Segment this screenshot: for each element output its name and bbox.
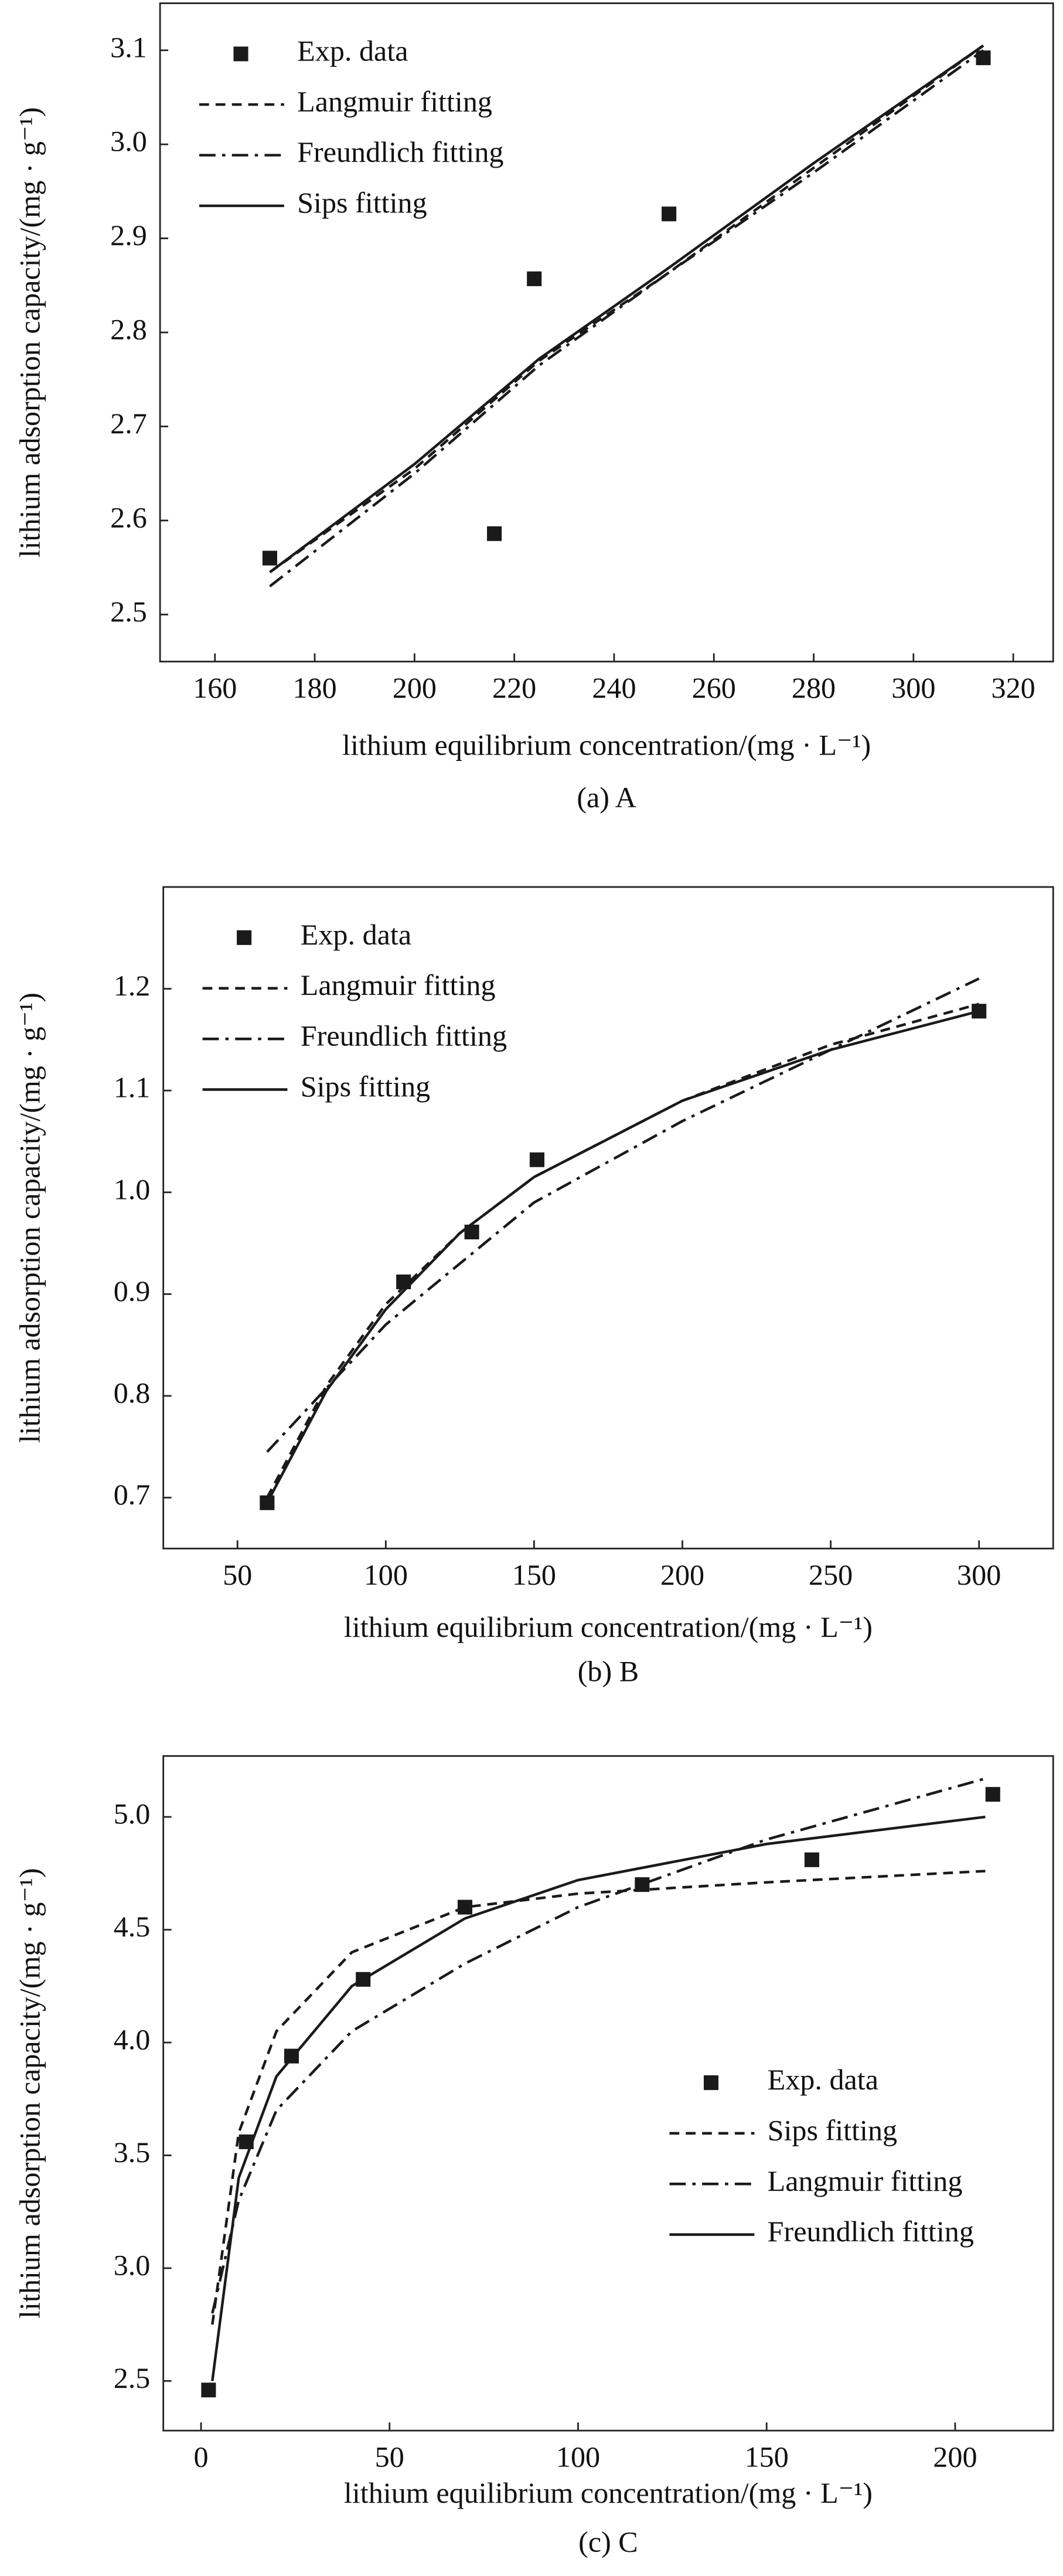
y-tick-label: 1.2 (114, 969, 151, 1002)
x-tick-label: 260 (692, 671, 736, 704)
x-axis-label: lithium equilibrium concentration/(mg · … (344, 1610, 873, 1643)
y-axis-label: lithium adsorption capacity/(mg · g⁻¹) (13, 107, 46, 558)
y-tick-label: 0.7 (114, 1478, 151, 1511)
y-tick-label: 2.5 (110, 595, 147, 628)
legend-label: Freundlich fitting (301, 1019, 507, 1052)
fit-line (211, 1870, 986, 2325)
x-tick-label: 220 (492, 671, 536, 704)
legend-label: Langmuir fitting (297, 85, 492, 118)
y-tick-label: 0.9 (114, 1275, 151, 1307)
y-tick-label: 1.0 (114, 1173, 151, 1205)
y-tick-label: 3.5 (114, 2136, 151, 2169)
legend-label: Sips fitting (297, 186, 427, 219)
y-tick-label: 5.0 (114, 1797, 151, 1830)
y-tick-label: 2.9 (110, 219, 147, 252)
x-tick-label: 150 (745, 2441, 789, 2473)
fit-line (266, 977, 980, 1453)
y-tick-label: 3.1 (110, 30, 147, 63)
x-axis-label: lithium equilibrium concentration/(mg · … (342, 729, 871, 762)
x-tick-label: 50 (375, 2441, 404, 2473)
data-point (662, 206, 677, 222)
legend-marker (233, 46, 248, 62)
x-tick-label: 250 (809, 1558, 853, 1591)
x-tick-label: 300 (957, 1558, 1001, 1591)
y-axis-label: lithium adsorption capacity/(mg · g⁻¹) (13, 1868, 46, 2318)
fit-line (269, 44, 984, 573)
x-tick-label: 150 (512, 1558, 556, 1591)
fit-line (269, 49, 984, 587)
fit-line (265, 1010, 980, 1504)
caption: (b) B (578, 1654, 639, 1687)
data-point (262, 550, 277, 566)
y-axis-label: lithium adsorption capacity/(mg · g⁻¹) (13, 993, 46, 1443)
legend-label: Exp. data (301, 918, 411, 951)
x-tick-label: 200 (933, 2441, 977, 2473)
legend-label: Freundlich fitting (768, 2215, 974, 2248)
x-tick-label: 100 (556, 2441, 600, 2473)
x-axis-label: lithium equilibrium concentration/(mg · … (344, 2476, 873, 2509)
x-tick-label: 200 (393, 671, 437, 704)
x-tick-label: 240 (592, 671, 636, 704)
y-tick-label: 3.0 (114, 2248, 151, 2281)
x-tick-label: 280 (792, 671, 836, 704)
x-tick-label: 160 (193, 671, 237, 704)
y-tick-label: 2.5 (114, 2361, 151, 2394)
y-tick-label: 3.0 (110, 125, 147, 158)
legend-label: Langmuir fitting (768, 2164, 963, 2197)
legend-label: Sips fitting (301, 1070, 431, 1103)
legend-label: Langmuir fitting (301, 968, 496, 1001)
y-tick-label: 1.1 (114, 1071, 151, 1104)
legend-marker (703, 2075, 719, 2091)
plot-frame (159, 2, 1054, 662)
legend-label: Freundlich fitting (297, 135, 503, 168)
legend-label: Exp. data (768, 2063, 878, 2096)
x-tick-label: 180 (292, 671, 336, 704)
y-tick-label: 2.7 (110, 407, 147, 440)
x-tick-label: 320 (991, 671, 1035, 704)
data-point (985, 1787, 1000, 1802)
caption: (a) A (577, 781, 636, 814)
x-tick-label: 100 (364, 1558, 408, 1591)
data-point (201, 2383, 216, 2398)
data-point (527, 271, 542, 287)
x-tick-label: 50 (223, 1558, 252, 1591)
data-point (804, 1852, 819, 1867)
x-tick-label: 200 (660, 1558, 704, 1591)
legend-label: Exp. data (297, 34, 408, 67)
plot-frame (162, 1755, 1054, 2432)
caption: (c) C (578, 2526, 638, 2558)
y-tick-label: 0.8 (114, 1377, 151, 1409)
fit-line (211, 1815, 986, 2381)
x-tick-label: 300 (891, 671, 935, 704)
y-tick-label: 2.6 (110, 501, 147, 533)
legend-marker (237, 930, 252, 945)
y-tick-label: 4.5 (114, 1910, 151, 1943)
data-point (457, 1899, 472, 1915)
fit-line (269, 44, 984, 573)
plot-frame (162, 886, 1054, 1549)
y-tick-label: 4.0 (114, 2023, 151, 2056)
fit-line (211, 1777, 986, 2314)
x-tick-label: 0 (193, 2441, 208, 2473)
data-point (487, 526, 502, 541)
legend-label: Sips fitting (768, 2113, 898, 2146)
y-tick-label: 2.8 (110, 313, 147, 346)
data-point (529, 1152, 545, 1167)
